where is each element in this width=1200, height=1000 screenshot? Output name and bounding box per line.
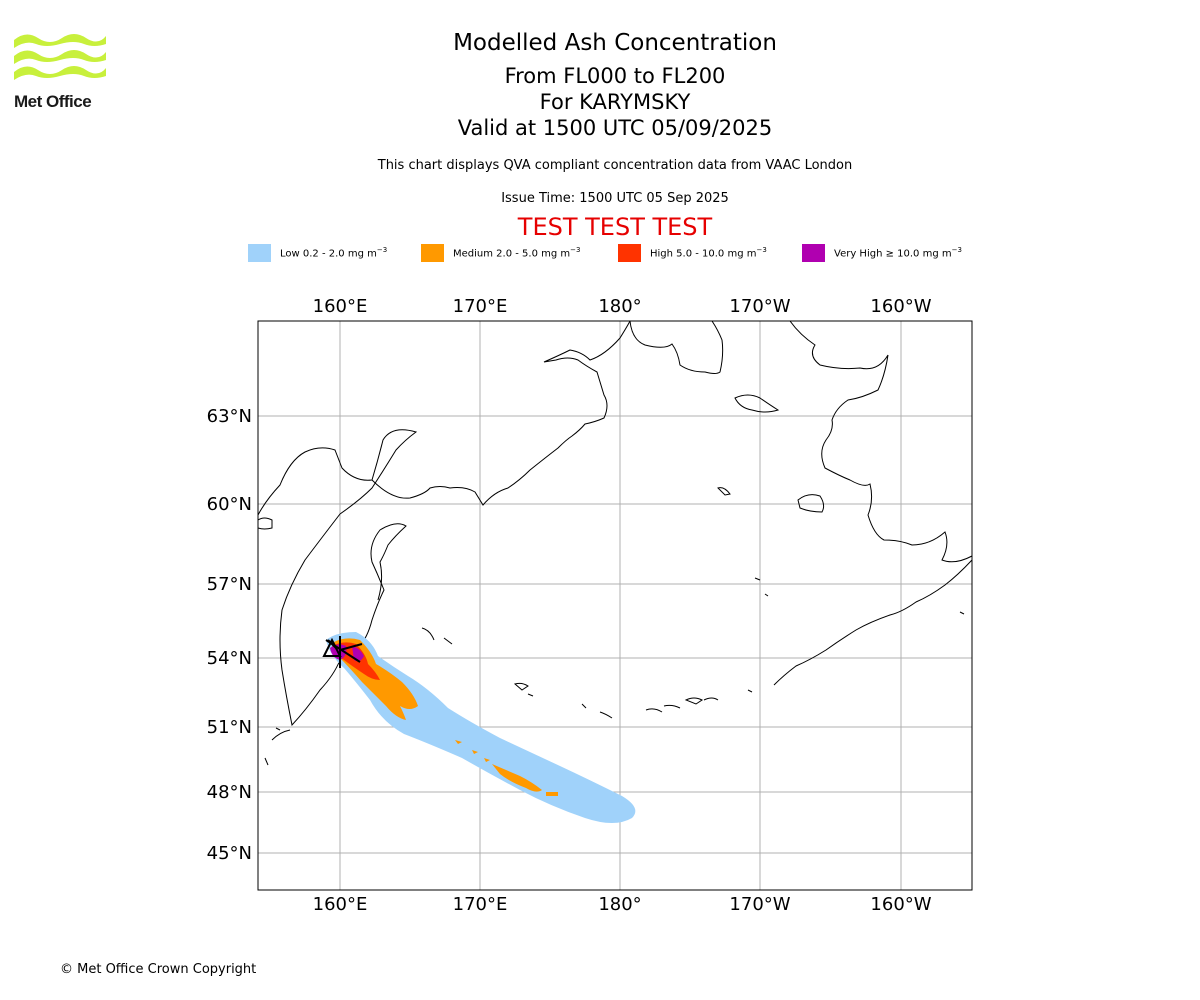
lon-tick-label: 170°W xyxy=(729,894,790,915)
test-banner: TEST TEST TEST xyxy=(517,213,713,241)
volcano-name: For KARYMSKY xyxy=(539,90,691,114)
lat-tick-label: 63°N xyxy=(207,406,252,427)
ash-area-medium xyxy=(484,758,490,762)
map-frame xyxy=(257,320,973,891)
lat-ticks: 63°N 60°N 57°N 54°N 51°N 48°N 45°N xyxy=(207,406,252,864)
ash-area-medium xyxy=(455,740,462,744)
valid-time: Valid at 1500 UTC 05/09/2025 xyxy=(457,116,773,140)
lon-ticks-bottom: 160°E 170°E 180° 170°W 160°W xyxy=(313,894,932,915)
logo-waves-icon xyxy=(14,34,106,80)
ash-area-medium xyxy=(492,764,542,792)
lon-ticks-top: 160°E 170°E 180° 170°W 160°W xyxy=(313,296,932,317)
legend-item-high: High 5.0 - 10.0 mg m−3 xyxy=(618,244,767,262)
flight-levels: From FL000 to FL200 xyxy=(504,64,726,88)
legend-label-very-high: Very High ≥ 10.0 mg m−3 xyxy=(834,246,962,260)
coastlines xyxy=(258,321,972,766)
met-office-logo: Met Office xyxy=(14,30,106,112)
legend-label-medium: Medium 2.0 - 5.0 mg m−3 xyxy=(453,246,581,260)
lon-tick-label: 160°W xyxy=(870,296,931,317)
lat-tick-label: 54°N xyxy=(207,648,252,669)
issue-time: Issue Time: 1500 UTC 05 Sep 2025 xyxy=(501,191,729,206)
copyright: © Met Office Crown Copyright xyxy=(60,962,257,977)
legend-label-low: Low 0.2 - 2.0 mg m−3 xyxy=(280,246,388,260)
ash-area-medium xyxy=(546,792,558,796)
chart-subtitle: This chart displays QVA compliant concen… xyxy=(377,158,853,173)
legend-swatch-medium xyxy=(421,244,444,262)
chart-title: Modelled Ash Concentration xyxy=(453,30,777,56)
legend-item-low: Low 0.2 - 2.0 mg m−3 xyxy=(248,244,387,262)
lon-tick-label: 170°E xyxy=(453,296,508,317)
lon-tick-label: 170°E xyxy=(453,894,508,915)
lat-tick-label: 45°N xyxy=(207,843,252,864)
logo-text: Met Office xyxy=(14,92,92,111)
legend-swatch-very-high xyxy=(802,244,825,262)
lon-tick-label: 160°E xyxy=(313,894,368,915)
lat-tick-label: 57°N xyxy=(207,574,252,595)
ash-area-medium xyxy=(472,750,478,754)
legend-item-medium: Medium 2.0 - 5.0 mg m−3 xyxy=(421,244,580,262)
lon-tick-label: 160°E xyxy=(313,296,368,317)
legend-item-very-high: Very High ≥ 10.0 mg m−3 xyxy=(802,244,962,262)
gridlines xyxy=(258,321,972,890)
lon-tick-label: 180° xyxy=(598,894,641,915)
legend-label-high: High 5.0 - 10.0 mg m−3 xyxy=(650,246,767,260)
ash-area-very-high xyxy=(352,646,364,662)
lat-tick-label: 51°N xyxy=(207,717,252,738)
lat-tick-label: 60°N xyxy=(207,494,252,515)
lon-tick-label: 160°W xyxy=(870,894,931,915)
lon-tick-label: 170°W xyxy=(729,296,790,317)
lat-tick-label: 48°N xyxy=(207,782,252,803)
legend-swatch-high xyxy=(618,244,641,262)
legend-swatch-low xyxy=(248,244,271,262)
lon-tick-label: 180° xyxy=(598,296,641,317)
volcano-marker-icon xyxy=(322,636,363,668)
ash-area-low xyxy=(326,632,636,823)
